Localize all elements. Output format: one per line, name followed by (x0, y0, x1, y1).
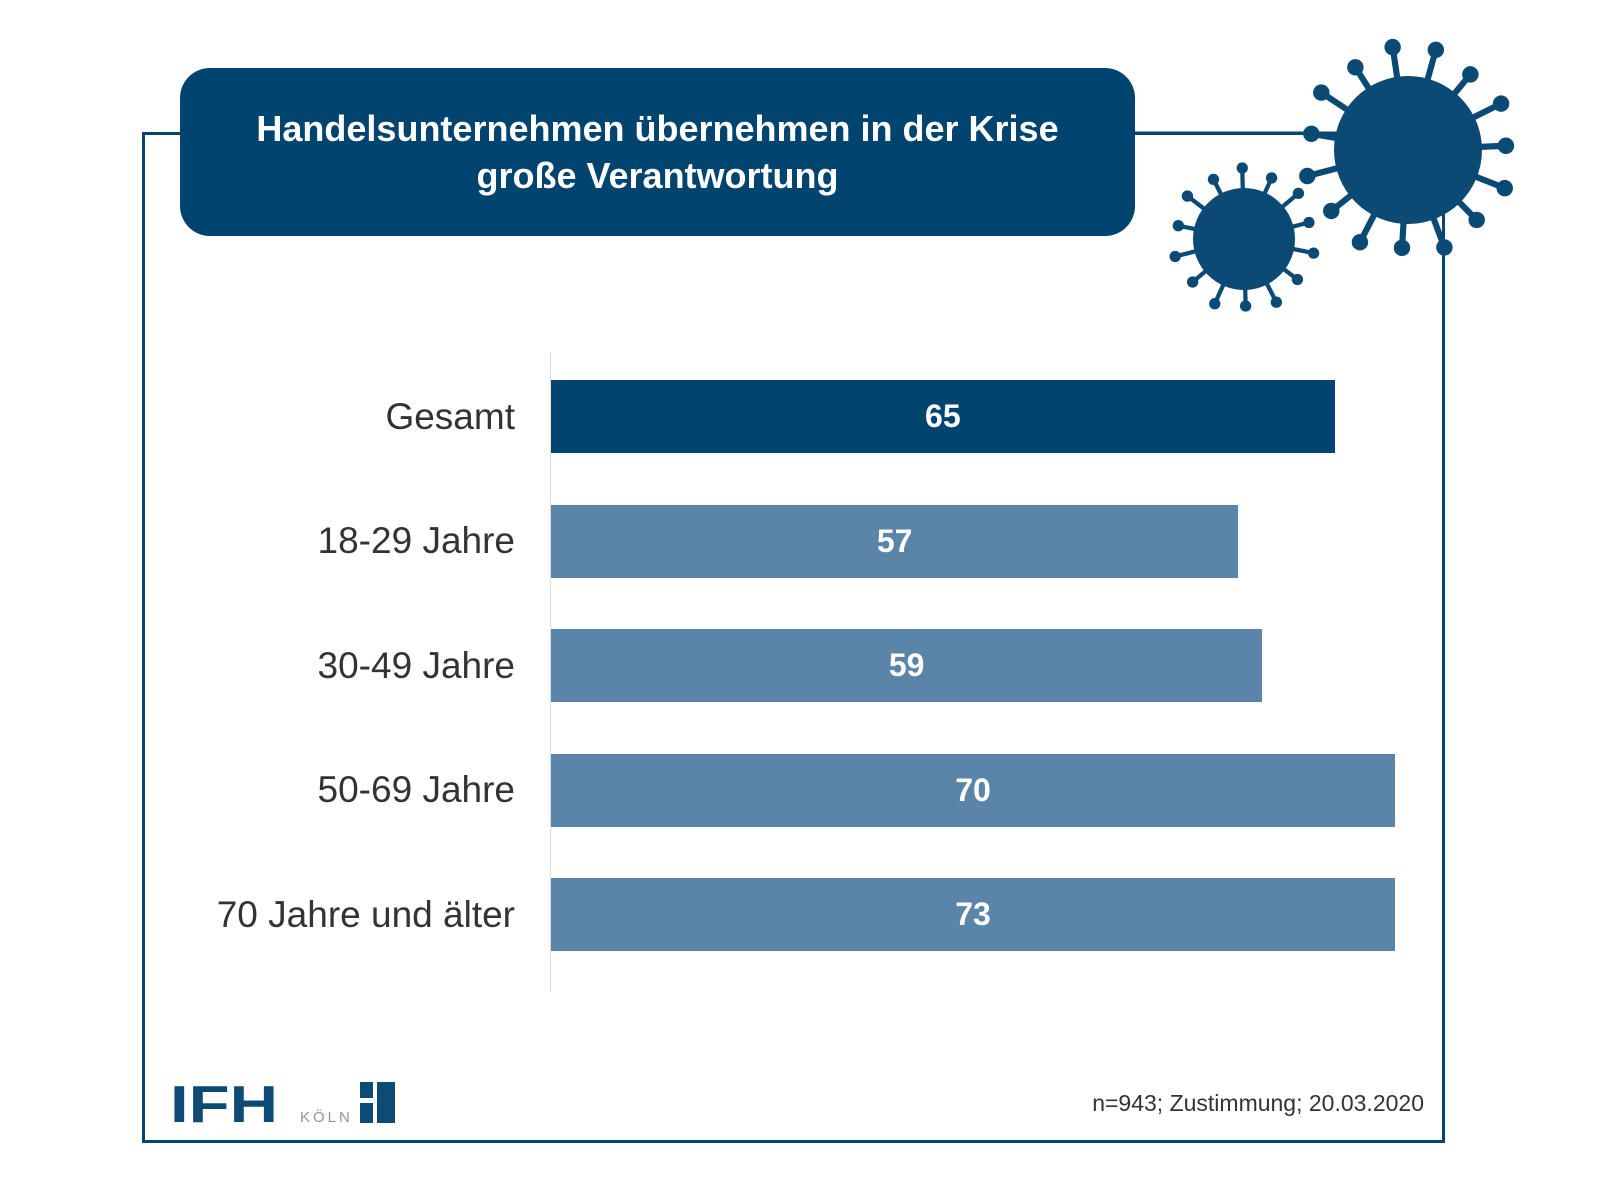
y-axis-line (550, 352, 551, 992)
footnote: n=943; Zustimmung; 20.03.2020 (1092, 1090, 1424, 1116)
category-label: 50-69 Jahre (317, 769, 515, 810)
ifh-koeln-logo: IFH KÖLN (170, 1078, 395, 1128)
category-label: 70 Jahre und älter (216, 893, 515, 935)
bar: 59 (551, 629, 1263, 702)
virus-icon (1135, 38, 1515, 312)
bar: 70 (551, 753, 1395, 827)
data-label: 73 (955, 896, 991, 932)
category-label: Gesamt (385, 395, 515, 437)
title-line-1: Handelsunternehmen übernehmen in der Kri… (256, 108, 1059, 149)
data-label: 65 (925, 398, 961, 434)
chart-title: Handelsunternehmen übernehmen in der Kri… (180, 68, 1135, 236)
large-virus-icon (1299, 38, 1515, 257)
bar: 65 (551, 380, 1335, 453)
title-line-2: große Verantwortung (476, 155, 839, 196)
data-label: 59 (888, 647, 925, 683)
svg-text:IFH: IFH (170, 1078, 278, 1128)
data-label: 70 (955, 771, 991, 808)
data-label: 57 (876, 522, 913, 559)
bar: 73 (551, 878, 1395, 951)
category-label: 18-29 Jahre (317, 520, 515, 561)
category-label: 30-49 Jahre (317, 644, 515, 686)
svg-text:KÖLN: KÖLN (300, 1108, 353, 1126)
small-virus-icon (1169, 162, 1320, 312)
bar: 57 (551, 504, 1239, 578)
